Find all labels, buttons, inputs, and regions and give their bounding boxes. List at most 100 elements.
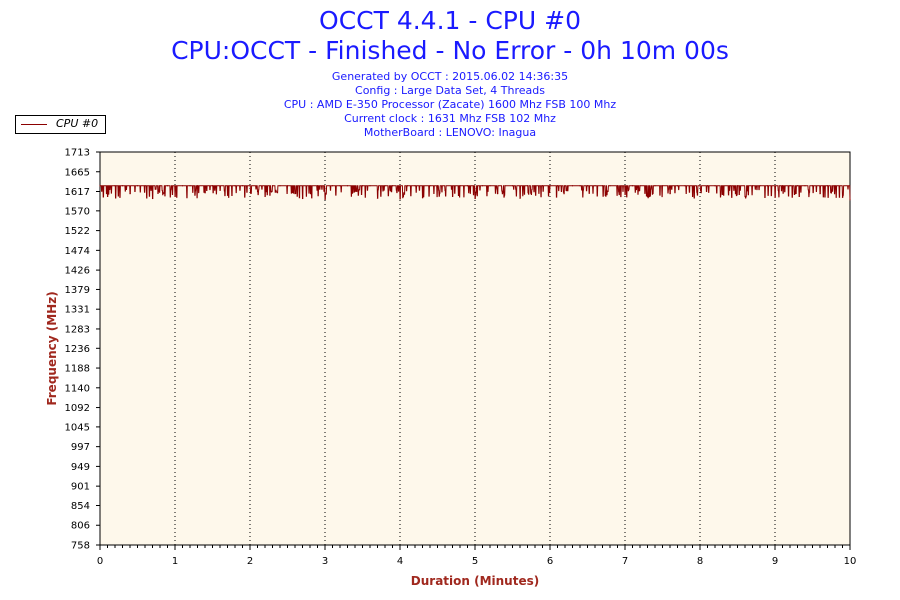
legend-swatch xyxy=(21,124,47,125)
data-point-0 xyxy=(99,185,101,187)
y-tick-label-17: 1570 xyxy=(65,206,90,217)
x-tick-label-3: 3 xyxy=(322,556,328,567)
data-point-75 xyxy=(661,185,664,187)
y-tick-label-14: 1426 xyxy=(65,266,90,277)
data-point-73 xyxy=(646,195,649,198)
data-point-85 xyxy=(736,185,739,187)
data-point-56 xyxy=(519,197,521,199)
y-tick-label-19: 1665 xyxy=(65,167,90,178)
data-point-65 xyxy=(586,185,589,187)
x-tick-label-7: 7 xyxy=(622,556,628,567)
data-point-81 xyxy=(706,185,709,187)
y-tick-label-1: 806 xyxy=(71,521,90,532)
data-point-42 xyxy=(414,185,416,187)
data-point-55 xyxy=(511,185,514,187)
data-point-52 xyxy=(489,185,491,187)
y-tick-label-6: 1045 xyxy=(65,422,90,433)
data-point-11 xyxy=(181,185,184,187)
data-point-38 xyxy=(384,185,386,187)
y-tick-label-12: 1331 xyxy=(65,305,90,316)
y-tick-label-4: 949 xyxy=(71,462,90,473)
data-point-67 xyxy=(601,185,604,187)
data-point-44 xyxy=(429,185,431,187)
data-point-71 xyxy=(631,185,634,187)
data-point-77 xyxy=(676,185,679,187)
y-tick-label-7: 1092 xyxy=(65,403,90,414)
data-point-83 xyxy=(721,193,724,195)
data-point-20 xyxy=(249,185,251,187)
info-motherboard: MotherBoard : LENOVO: Inagua xyxy=(363,126,537,139)
info-clock: Current clock : 1631 Mhz FSB 102 Mhz xyxy=(344,112,556,125)
data-point-45 xyxy=(436,185,439,187)
y-tick-label-11: 1283 xyxy=(65,324,90,335)
data-point-78 xyxy=(684,185,686,187)
data-point-2 xyxy=(114,185,116,187)
data-point-98 xyxy=(834,185,836,187)
info-generated: Generated by OCCT : 2015.06.02 14:36:35 xyxy=(331,70,569,83)
data-point-89 xyxy=(766,185,769,187)
x-tick-label-0: 0 xyxy=(97,556,103,567)
data-point-41 xyxy=(406,185,409,187)
data-point-37 xyxy=(376,197,379,199)
data-point-40 xyxy=(399,198,401,200)
x-tick-label-10: 10 xyxy=(844,556,857,567)
data-point-47 xyxy=(451,195,454,198)
x-tick-label-5: 5 xyxy=(472,556,478,567)
data-point-1 xyxy=(106,195,109,198)
y-tick-label-9: 1188 xyxy=(65,364,90,375)
data-point-91 xyxy=(781,185,784,187)
data-point-4 xyxy=(129,192,131,195)
data-point-53 xyxy=(496,192,499,195)
data-point-80 xyxy=(699,185,701,187)
info-cpu: CPU : AMD E-350 Processor (Zacate) 1600 … xyxy=(283,98,617,111)
data-point-18 xyxy=(234,185,236,187)
data-point-10 xyxy=(174,195,176,198)
data-point-59 xyxy=(541,185,544,187)
data-point-36 xyxy=(369,185,371,187)
data-point-19 xyxy=(241,185,244,187)
data-point-46 xyxy=(444,189,446,191)
data-point-13 xyxy=(196,185,199,187)
data-point-57 xyxy=(526,185,529,187)
chart-subtitle: CPU:OCCT - Finished - No Error - 0h 10m … xyxy=(171,36,729,65)
data-point-97 xyxy=(826,185,829,187)
data-point-50 xyxy=(474,197,476,200)
y-tick-label-2: 854 xyxy=(71,501,90,512)
data-point-15 xyxy=(211,185,214,187)
x-tick-label-1: 1 xyxy=(172,556,178,567)
data-point-43 xyxy=(421,197,424,199)
data-point-23 xyxy=(271,185,274,187)
data-point-35 xyxy=(361,185,364,187)
data-point-79 xyxy=(691,195,694,198)
info-config: Config : Large Data Set, 4 Threads xyxy=(355,84,545,97)
data-point-61 xyxy=(556,185,559,187)
x-tick-label-9: 9 xyxy=(772,556,778,567)
y-tick-label-8: 1140 xyxy=(65,383,90,394)
data-point-60 xyxy=(549,185,551,187)
data-point-94 xyxy=(804,185,806,187)
data-point-34 xyxy=(354,190,356,193)
y-tick-label-13: 1379 xyxy=(65,285,90,296)
data-point-100 xyxy=(849,199,851,201)
y-tick-label-16: 1522 xyxy=(65,226,90,237)
data-point-64 xyxy=(579,185,581,187)
data-point-27 xyxy=(301,197,304,200)
data-point-76 xyxy=(669,192,671,195)
data-point-25 xyxy=(286,185,289,187)
data-point-17 xyxy=(226,194,229,196)
data-point-86 xyxy=(744,195,746,198)
data-point-54 xyxy=(504,185,506,187)
y-tick-label-10: 1236 xyxy=(65,344,90,355)
data-point-5 xyxy=(136,185,139,187)
data-point-32 xyxy=(339,185,341,187)
y-tick-label-0: 758 xyxy=(71,541,90,552)
data-point-26 xyxy=(294,192,296,195)
data-point-39 xyxy=(391,185,394,187)
data-point-9 xyxy=(166,185,169,187)
legend: CPU #0 xyxy=(15,115,106,134)
data-point-22 xyxy=(264,195,266,198)
data-point-58 xyxy=(534,185,536,187)
data-point-6 xyxy=(144,185,146,187)
data-point-63 xyxy=(571,185,574,187)
